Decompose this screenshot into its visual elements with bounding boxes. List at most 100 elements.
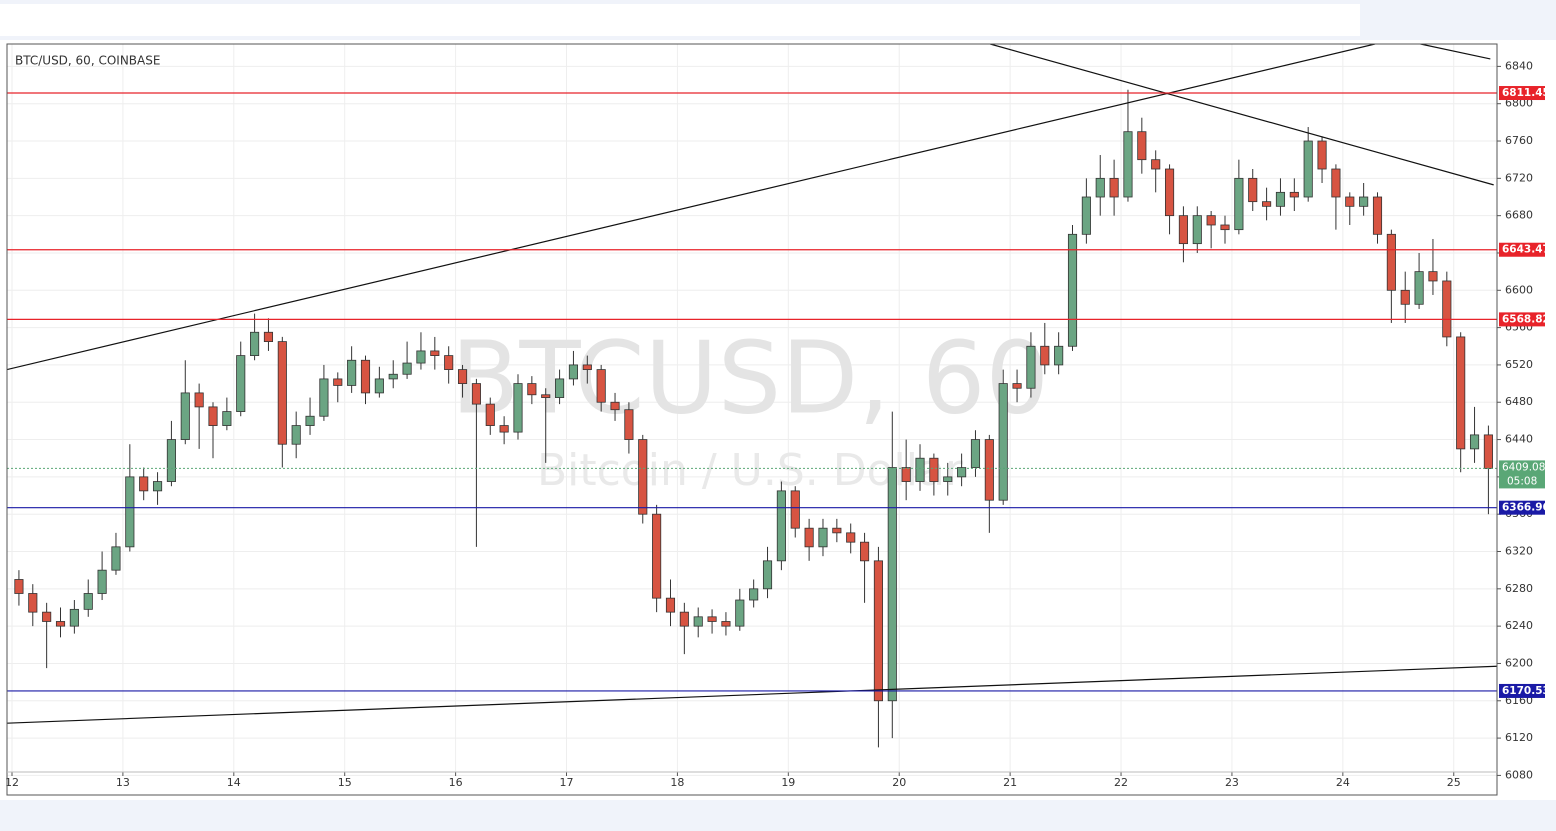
candle-body <box>943 476 953 482</box>
candle-body <box>610 401 620 411</box>
watermark-subtitle: Bitcoin / U.S. Dollar <box>537 445 964 496</box>
candle-body <box>582 364 592 370</box>
candle-body <box>1400 289 1410 305</box>
candle-body <box>374 378 384 394</box>
candle-body <box>1456 336 1466 450</box>
y-tick-label: 6760 <box>1505 134 1533 147</box>
candle-body <box>929 457 939 482</box>
candle-body <box>804 527 814 548</box>
trend-line <box>990 44 1494 186</box>
candle-body <box>568 364 579 380</box>
candle-body <box>28 593 38 613</box>
candle-body <box>471 383 481 405</box>
y-tick-label: 6280 <box>1505 582 1533 595</box>
candle-body <box>679 611 689 627</box>
x-tick-label: 21 <box>1003 776 1017 789</box>
candle-body <box>860 541 870 562</box>
candle-body <box>55 621 66 627</box>
candle-body <box>388 373 398 380</box>
candle-body <box>347 359 357 386</box>
candle-body <box>749 588 759 601</box>
candle-body <box>638 439 648 515</box>
candle-body <box>319 378 329 417</box>
y-tick-label: 6080 <box>1505 768 1533 781</box>
chart-title: BTC/USD, 60, COINBASE <box>15 54 160 68</box>
candle-body <box>832 527 842 534</box>
candle-body <box>624 409 634 440</box>
x-tick-label: 20 <box>892 776 906 789</box>
y-tick-label: 6600 <box>1505 283 1533 296</box>
candle-body <box>1054 345 1064 366</box>
candle-body <box>152 481 163 492</box>
x-tick-label: 17 <box>560 776 574 789</box>
candle-body <box>998 383 1008 501</box>
price-label-box <box>1499 312 1545 327</box>
x-tick-label: 12 <box>5 776 19 789</box>
candle-body <box>957 467 967 478</box>
countdown: 05:08 <box>1507 475 1537 487</box>
candle-body <box>1483 434 1493 469</box>
last-price-box <box>1499 460 1545 489</box>
candle-body <box>360 359 371 394</box>
x-tick-label: 24 <box>1336 776 1350 789</box>
axes: 6080612061606200624062806320636064006440… <box>5 59 1550 789</box>
candle-body <box>665 597 676 613</box>
candle-body <box>14 579 24 594</box>
candle-body <box>1428 271 1438 282</box>
candle-body <box>1414 271 1424 305</box>
trend-line <box>7 44 1376 371</box>
candle-body <box>208 406 218 426</box>
plot <box>7 44 1497 748</box>
candle-body <box>790 490 800 529</box>
y-tick-label: 6680 <box>1505 209 1533 222</box>
trend-line <box>1420 44 1491 60</box>
candle-body <box>236 355 246 412</box>
candle-body <box>1303 140 1313 198</box>
x-tick-label: 15 <box>338 776 352 789</box>
candle-body <box>541 394 551 398</box>
x-tick-label: 22 <box>1114 776 1128 789</box>
candle-body <box>430 350 440 356</box>
candle-body <box>762 560 773 590</box>
x-tick-label: 16 <box>449 776 463 789</box>
candle-body <box>291 425 301 445</box>
candle-body <box>1123 131 1133 198</box>
candle-body <box>69 608 79 627</box>
candle-body <box>735 599 745 627</box>
candle-body <box>125 476 135 548</box>
candle-body <box>1234 177 1244 231</box>
candle-body <box>111 546 121 571</box>
trend-line <box>7 665 1497 724</box>
y-tick-label: 6440 <box>1505 433 1533 446</box>
candle-body <box>970 439 981 468</box>
toolbar <box>0 4 1360 36</box>
candle-body <box>1248 177 1258 203</box>
candle-body <box>1317 140 1327 170</box>
price-label: 6170.53 <box>1502 685 1550 697</box>
candle-body <box>485 403 495 426</box>
watermark: BTCUSD, 60 <box>451 319 1049 436</box>
last-price-label: 6409.08 <box>1502 461 1545 473</box>
y-tick-label: 6120 <box>1505 731 1533 744</box>
candle-body <box>277 341 287 445</box>
x-tick-label: 25 <box>1447 776 1461 789</box>
candle-body <box>1151 159 1161 170</box>
candle-body <box>222 411 232 426</box>
candle-body <box>305 415 315 426</box>
candle-body <box>596 369 606 403</box>
candle-body <box>1192 215 1202 245</box>
candle-body <box>1331 168 1341 198</box>
candle-body <box>180 392 190 440</box>
candle-body <box>97 569 107 594</box>
price-label-box <box>1499 86 1545 101</box>
candle-body <box>776 490 786 562</box>
price-label: 6811.45 <box>1502 87 1550 99</box>
y-tick-label: 6480 <box>1505 395 1533 408</box>
candle-body <box>1178 215 1188 245</box>
candle-body <box>846 532 856 543</box>
candle-body <box>1469 434 1480 450</box>
y-tick-label: 6320 <box>1505 545 1533 558</box>
candle-body <box>250 331 260 356</box>
price-label: 6366.96 <box>1502 502 1550 514</box>
